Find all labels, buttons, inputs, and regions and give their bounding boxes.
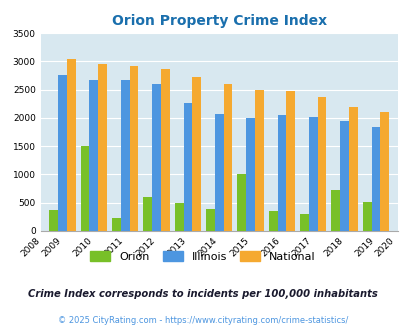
Bar (308, 117, 317, 231)
Bar (67, 59, 75, 231)
Bar (330, 190, 339, 231)
Bar (362, 202, 371, 231)
Bar (268, 211, 277, 231)
Bar (121, 80, 129, 231)
Bar (214, 115, 223, 231)
Bar (286, 91, 294, 231)
Bar (129, 66, 138, 231)
Text: © 2025 CityRating.com - https://www.cityrating.com/crime-statistics/: © 2025 CityRating.com - https://www.city… (58, 315, 347, 325)
Text: Crime Index corresponds to incidents per 100,000 inhabitants: Crime Index corresponds to incidents per… (28, 289, 377, 299)
Bar (254, 89, 263, 231)
Bar (245, 118, 254, 231)
Bar (112, 218, 121, 231)
Bar (152, 84, 160, 231)
Bar (348, 107, 357, 231)
Bar (339, 121, 348, 231)
Bar (277, 115, 286, 231)
Bar (143, 197, 152, 231)
Bar (58, 76, 67, 231)
Legend: Orion, Illinois, National: Orion, Illinois, National (85, 247, 320, 266)
Bar (192, 77, 200, 231)
Bar (206, 209, 214, 231)
Bar (223, 84, 232, 231)
Title: Orion Property Crime Index: Orion Property Crime Index (111, 14, 326, 28)
Bar (81, 146, 89, 231)
Bar (299, 214, 308, 231)
Bar (98, 64, 107, 231)
Bar (160, 69, 169, 231)
Bar (174, 203, 183, 231)
Bar (237, 174, 245, 231)
Bar (89, 80, 98, 231)
Bar (183, 103, 192, 231)
Bar (379, 112, 388, 231)
Bar (317, 97, 326, 231)
Bar (49, 210, 58, 231)
Bar (371, 127, 379, 231)
